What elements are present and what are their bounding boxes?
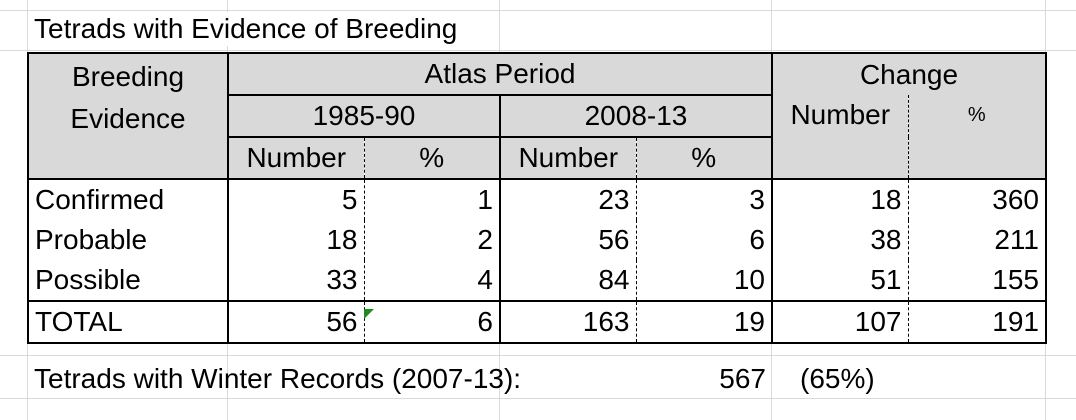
p2-number-header: Number	[500, 137, 637, 179]
cell-p1-number: 33	[228, 260, 365, 301]
table-row: Possible 33 4 84 10 51 155	[27, 260, 1047, 301]
row-label: Confirmed	[27, 178, 229, 220]
gridline	[0, 50, 1076, 51]
gridline	[0, 10, 1076, 11]
cell-p2-pct: 3	[636, 178, 773, 220]
p1-number-header: Number	[228, 137, 365, 179]
row-label: Possible	[27, 260, 229, 301]
cell-p1-number: 18	[228, 220, 365, 260]
table-row: Probable 18 2 56 6 38 211	[27, 220, 1047, 260]
winter-records-value: 567	[719, 363, 766, 394]
atlas-period-header: Atlas Period	[228, 52, 773, 96]
cell-change-number: 51	[772, 260, 909, 301]
cell-change-number: 38	[772, 220, 909, 260]
cell-change-pct: 191	[908, 300, 1047, 344]
winter-records-percent: (65%)	[800, 363, 875, 394]
table-row-total: TOTAL 56 6 163 19 107 191	[27, 300, 1047, 344]
sheet-title: Tetrads with Evidence of Breeding	[34, 12, 464, 46]
cell-change-pct: 360	[908, 178, 1047, 220]
period-1985-header: 1985-90	[228, 95, 501, 138]
change-pct-header: %	[908, 95, 1047, 179]
gridline	[0, 398, 1076, 399]
cell-change-pct: 155	[908, 260, 1047, 301]
cell-p2-pct: 19	[636, 300, 773, 344]
cell-p1-pct: 4	[364, 260, 501, 301]
row-label: Probable	[27, 220, 229, 260]
error-indicator-icon[interactable]	[364, 309, 374, 319]
period-2008-header: 2008-13	[500, 95, 773, 138]
cell-change-pct: 211	[908, 220, 1047, 260]
change-header: Change	[772, 52, 1047, 95]
header-line-2: Evidence	[70, 103, 186, 134]
cell-p1-number: 56	[228, 300, 365, 344]
p1-pct-header: %	[364, 137, 501, 179]
cell-p2-number: 84	[500, 260, 637, 301]
p2-pct-header: %	[636, 137, 773, 179]
header-line-1: Breeding	[71, 61, 185, 92]
cell-p1-number: 5	[228, 178, 365, 220]
cell-p2-number: 23	[500, 178, 637, 220]
winter-records-label: Tetrads with Winter Records (2007-13):	[34, 363, 522, 394]
change-number-header: Number	[772, 95, 909, 179]
gridline	[0, 355, 1076, 356]
cell-change-number: 18	[772, 178, 909, 220]
cell-p2-pct: 10	[636, 260, 773, 301]
cell-p2-number: 163	[500, 300, 637, 344]
breeding-evidence-header: Breeding Evidence	[27, 52, 229, 179]
cell-p2-pct: 6	[636, 220, 773, 260]
cell-p1-pct: 6	[364, 300, 501, 344]
cell-p1-pct: 1	[364, 178, 501, 220]
breeding-table: Breeding Evidence Atlas Period Change 19…	[27, 52, 1047, 344]
cell-change-number: 107	[772, 300, 909, 344]
cell-p2-number: 56	[500, 220, 637, 260]
row-label: TOTAL	[27, 300, 229, 344]
table-row: Confirmed 5 1 23 3 18 360	[27, 178, 1047, 220]
cell-p1-pct: 2	[364, 220, 501, 260]
